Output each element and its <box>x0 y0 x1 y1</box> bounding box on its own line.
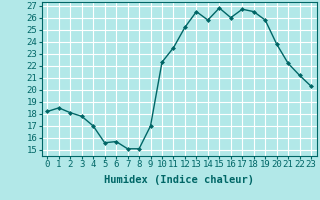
X-axis label: Humidex (Indice chaleur): Humidex (Indice chaleur) <box>104 175 254 185</box>
